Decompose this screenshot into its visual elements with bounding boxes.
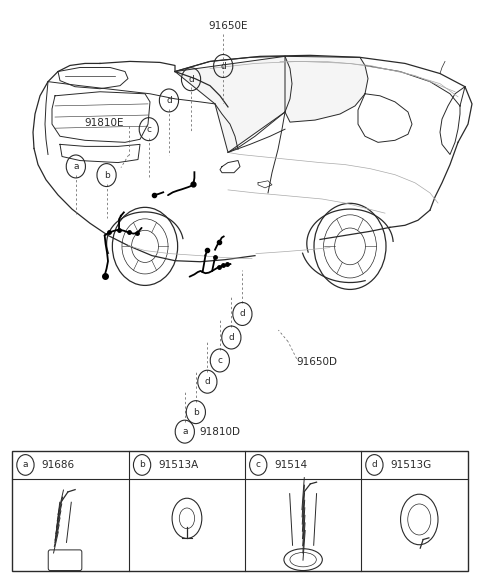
Text: a: a bbox=[23, 460, 28, 470]
Text: d: d bbox=[188, 75, 194, 84]
Text: 91810E: 91810E bbox=[84, 118, 123, 129]
Polygon shape bbox=[175, 56, 285, 153]
Text: a: a bbox=[182, 427, 188, 436]
Text: d: d bbox=[372, 460, 377, 470]
Text: 91513A: 91513A bbox=[158, 460, 199, 470]
Text: d: d bbox=[240, 309, 245, 319]
Text: c: c bbox=[217, 356, 222, 365]
Text: b: b bbox=[139, 460, 145, 470]
Text: d: d bbox=[166, 96, 172, 105]
Text: d: d bbox=[228, 333, 234, 342]
Text: a: a bbox=[73, 162, 79, 171]
Text: 91650D: 91650D bbox=[297, 356, 337, 367]
Text: b: b bbox=[104, 170, 109, 180]
Polygon shape bbox=[285, 56, 368, 122]
Text: c: c bbox=[256, 460, 261, 470]
Text: 91513G: 91513G bbox=[391, 460, 432, 470]
Text: c: c bbox=[146, 125, 151, 134]
Text: b: b bbox=[193, 408, 199, 417]
Text: 91810D: 91810D bbox=[199, 426, 240, 437]
Text: 91686: 91686 bbox=[42, 460, 75, 470]
Text: d: d bbox=[220, 61, 226, 71]
Text: 91514: 91514 bbox=[275, 460, 308, 470]
Text: 91650E: 91650E bbox=[209, 21, 248, 31]
Text: d: d bbox=[204, 377, 210, 386]
